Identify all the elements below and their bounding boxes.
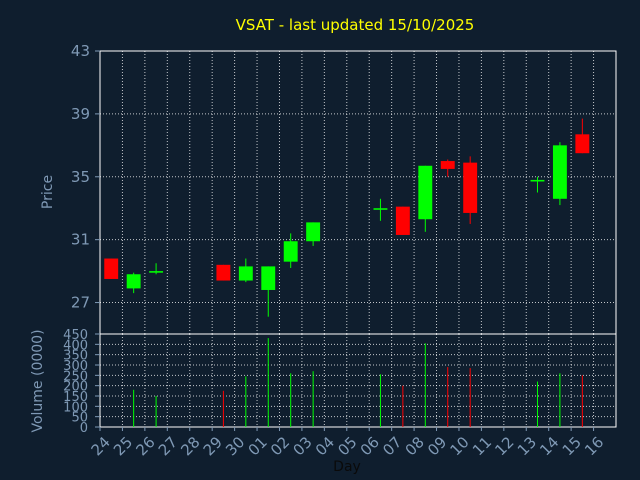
- candle-body: [373, 208, 388, 210]
- candle-body: [463, 162, 478, 213]
- volume-tick-label: 350: [63, 349, 88, 364]
- volume-axis-label: Volume (0000): [30, 329, 46, 432]
- candle-body: [126, 274, 141, 289]
- price-tick-label: 27: [71, 294, 90, 312]
- x-axis-label: Day: [333, 459, 361, 475]
- price-axis-label: Price: [40, 175, 56, 209]
- price-panel: 43 39 35 31 27: [71, 42, 617, 335]
- price-tick-label: 35: [71, 168, 90, 186]
- candle-body: [306, 222, 321, 242]
- volume-tick-label: 450: [63, 328, 88, 343]
- candle-body: [149, 271, 164, 273]
- candle-body: [418, 165, 433, 220]
- chart-title: VSAT - last updated 15/10/2025: [236, 16, 475, 34]
- candle-body: [238, 266, 253, 281]
- candle-body: [283, 241, 298, 262]
- price-plot-area: [99, 50, 617, 335]
- volume-tick-label: 300: [63, 359, 88, 374]
- candles: [104, 118, 590, 317]
- volume-grid: [99, 334, 616, 427]
- candle-body: [440, 161, 455, 169]
- price-tick-label: 39: [71, 105, 90, 123]
- price-grid: [99, 50, 616, 334]
- price-y-ticks: 43 39 35 31 27: [71, 42, 100, 312]
- volume-tick-label: 100: [63, 400, 88, 415]
- volume-tick-label: 50: [71, 411, 88, 426]
- price-tick-label: 43: [71, 42, 90, 60]
- candle-body: [395, 206, 410, 235]
- candle-body: [216, 264, 231, 281]
- volume-tick-label: 200: [63, 380, 88, 395]
- volume-bars: [133, 338, 583, 427]
- candle-body: [261, 266, 276, 290]
- volume-tick-label: 250: [63, 369, 88, 384]
- candle-body: [530, 179, 545, 182]
- volume-plot-area: [99, 333, 617, 428]
- volume-tick-label: 150: [63, 390, 88, 405]
- price-tick-label: 31: [71, 231, 90, 249]
- candle-body: [552, 145, 567, 199]
- volume-tick-label: 400: [63, 338, 88, 353]
- volume-tick-label: 0: [80, 421, 88, 436]
- candle-body: [575, 134, 590, 154]
- candle-body: [104, 258, 119, 279]
